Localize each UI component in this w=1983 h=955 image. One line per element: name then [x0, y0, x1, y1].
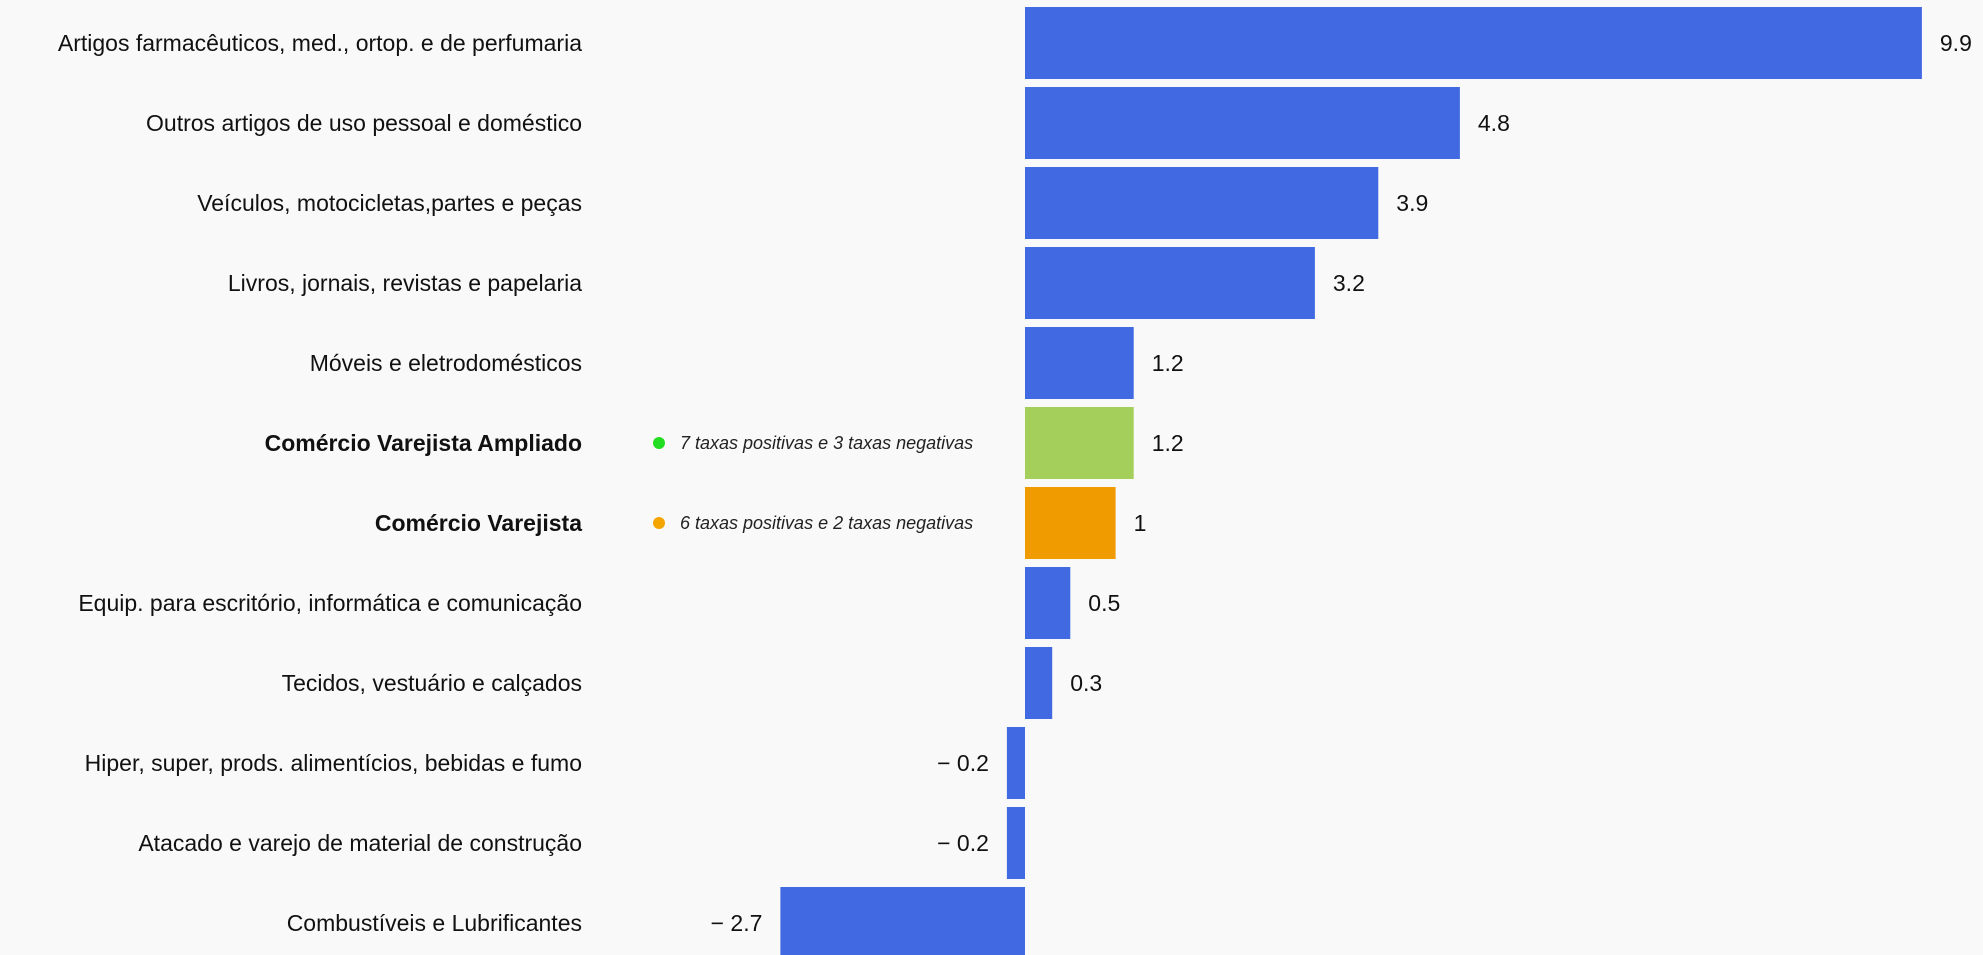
- category-label: Combustíveis e Lubrificantes: [287, 910, 582, 936]
- category-label: Tecidos, vestuário e calçados: [282, 670, 582, 696]
- value-label: − 2.7: [711, 910, 763, 936]
- annotation-dot-icon: [653, 517, 665, 529]
- bar: [1025, 247, 1315, 319]
- value-label: 4.8: [1478, 110, 1510, 136]
- category-label: Hiper, super, prods. alimentícios, bebid…: [85, 750, 582, 776]
- category-label: Livros, jornais, revistas e papelaria: [228, 270, 582, 296]
- bar: [1025, 647, 1053, 719]
- bar: [1025, 487, 1116, 559]
- category-label: Móveis e eletrodomésticos: [310, 350, 582, 376]
- category-label: Veículos, motocicletas,partes e peças: [197, 190, 582, 216]
- bar: [1025, 567, 1071, 639]
- annotation-label: 7 taxas positivas e 3 taxas negativas: [680, 433, 973, 453]
- category-label: Comércio Varejista Ampliado: [265, 430, 582, 456]
- bar: [1025, 87, 1460, 159]
- value-label: 1: [1134, 510, 1147, 536]
- value-label: 3.2: [1333, 270, 1365, 296]
- bar: [1006, 807, 1025, 879]
- category-label: Comércio Varejista: [375, 510, 582, 536]
- bar: [1006, 727, 1025, 799]
- annotation-label: 6 taxas positivas e 2 taxas negativas: [680, 513, 973, 533]
- value-label: 1.2: [1152, 350, 1184, 376]
- bar: [1025, 7, 1922, 79]
- bar: [1025, 167, 1379, 239]
- value-label: 1.2: [1152, 430, 1184, 456]
- bar: [1025, 407, 1134, 479]
- value-label: 0.3: [1070, 670, 1102, 696]
- value-label: 9.9: [1940, 30, 1972, 56]
- category-label: Artigos farmacêuticos, med., ortop. e de…: [58, 30, 582, 56]
- category-label: Equip. para escritório, informática e co…: [78, 590, 582, 616]
- category-label: Outros artigos de uso pessoal e doméstic…: [146, 110, 582, 136]
- value-label: − 0.2: [937, 830, 989, 856]
- bar: [1025, 327, 1134, 399]
- value-label: 3.9: [1396, 190, 1428, 216]
- bar: [780, 887, 1025, 955]
- annotation-dot-icon: [653, 437, 665, 449]
- category-label: Atacado e varejo de material de construç…: [138, 830, 582, 856]
- value-label: − 0.2: [937, 750, 989, 776]
- value-label: 0.5: [1088, 590, 1120, 616]
